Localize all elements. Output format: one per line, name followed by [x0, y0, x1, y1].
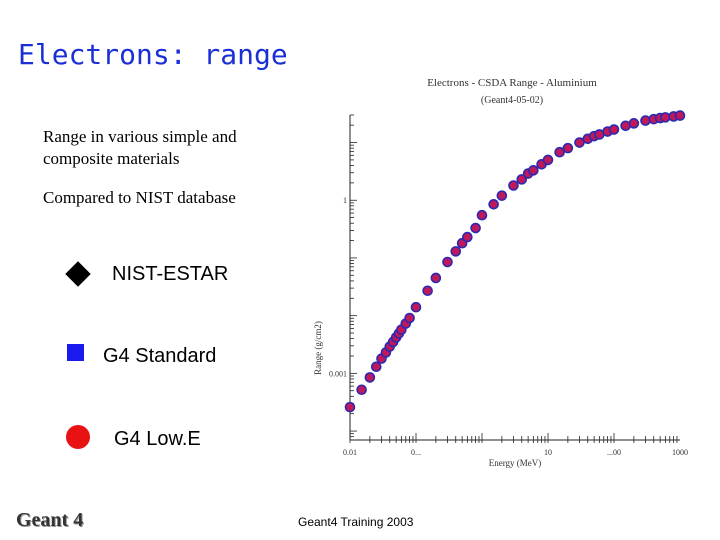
chart-y-tick-label: 1 [343, 196, 347, 205]
chart-x-tick-label: ...00 [607, 448, 621, 457]
data-point [430, 272, 442, 284]
chart-xlabel: Energy (MeV) [489, 458, 542, 468]
data-point [404, 312, 415, 324]
data-point [528, 165, 539, 176]
chart-x-tick-label: 1000 [672, 448, 688, 457]
legend-diamond-marker [65, 261, 91, 287]
chart-title: Electrons - CSDA Range - Aluminium [427, 77, 597, 89]
data-point [496, 190, 508, 201]
slide-title: Electrons: range [18, 38, 288, 71]
chart-y-tick-label: 0.001 [329, 369, 347, 378]
legend-circle-marker [66, 425, 90, 449]
chart-x-tick-label: 0... [411, 448, 421, 457]
legend-label-g4-standard: G4 Standard [103, 345, 217, 367]
data-point [628, 118, 640, 129]
data-point [344, 401, 356, 413]
data-point [508, 180, 519, 191]
data-point [450, 246, 462, 257]
data-point [470, 222, 481, 234]
legend-label-nist: NIST-ESTAR [112, 263, 229, 285]
data-point [516, 174, 528, 185]
data-point [562, 142, 574, 154]
bullet-range: Range in various simple and composite ma… [43, 127, 237, 168]
range-chart: Electrons - CSDA Range - Aluminium (Gean… [313, 77, 688, 468]
footer-text: Geant4 Training 2003 [298, 515, 414, 529]
data-point [410, 301, 422, 313]
data-point [674, 110, 686, 121]
data-point [554, 146, 565, 158]
chart-subtitle: (Geant4-05-02) [481, 95, 543, 106]
geant4-logo: Geant 4 [16, 509, 84, 531]
data-point [356, 384, 367, 396]
data-point [422, 285, 433, 297]
data-point [442, 256, 453, 268]
data-point [370, 361, 382, 373]
chart-x-tick-label: 0.01 [343, 448, 357, 457]
data-point [608, 124, 620, 135]
chart-ylabel: Range (g/cm2) [313, 321, 323, 375]
legend-square-marker [67, 344, 84, 361]
bullet-compared: Compared to NIST database [43, 188, 236, 207]
data-point [476, 209, 488, 221]
data-point [542, 154, 554, 166]
data-point [462, 231, 473, 243]
data-point [488, 199, 499, 210]
legend-label-g4-lowe: G4 Low.E [114, 428, 201, 450]
data-point [364, 372, 376, 383]
chart-x-tick-label: 10 [544, 448, 552, 457]
